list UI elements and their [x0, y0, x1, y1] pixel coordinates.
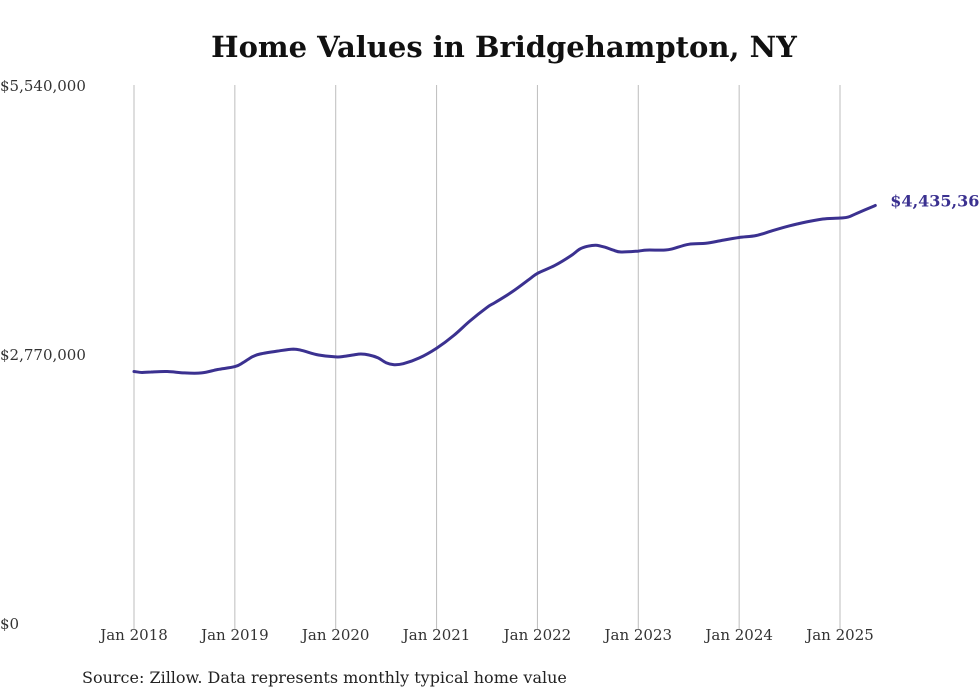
- x-tick-label: Jan 2020: [300, 626, 370, 644]
- x-tick-label: Jan 2021: [401, 626, 471, 644]
- series-line: [132, 203, 877, 375]
- chart-title: Home Values in Bridgehampton, NY: [211, 30, 797, 64]
- y-axis-ticks: $0 $2,770,000 $5,540,000: [0, 77, 86, 633]
- x-axis-ticks: Jan 2018 Jan 2019 Jan 2020 Jan 2021 Jan 2022…: [98, 626, 874, 644]
- series-end-label: $4,435,364: [890, 191, 980, 210]
- x-tick-label: Jan 2018: [98, 626, 168, 644]
- y-tick-label: $0: [0, 615, 19, 633]
- x-tick-label: Jan 2025: [804, 626, 874, 644]
- x-tick-label: Jan 2022: [502, 626, 572, 644]
- grid-lines: [133, 85, 841, 629]
- source-note: Source: Zillow. Data represents monthly …: [82, 668, 567, 687]
- y-tick-label: $5,540,000: [0, 77, 86, 95]
- x-tick-label: Jan 2023: [603, 626, 673, 644]
- series-layer: $4,435,364: [132, 191, 980, 375]
- y-tick-label: $2,770,000: [0, 346, 86, 364]
- x-tick-label: Jan 2019: [199, 626, 269, 644]
- x-tick-label: Jan 2024: [703, 626, 773, 644]
